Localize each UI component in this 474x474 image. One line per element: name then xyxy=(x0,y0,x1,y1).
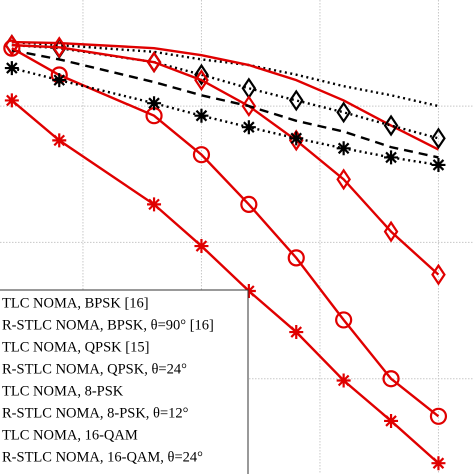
marker xyxy=(431,127,446,150)
legend-label: TLC NOMA, QPSK [15] xyxy=(2,339,149,355)
marker xyxy=(146,51,162,74)
marker xyxy=(194,239,209,254)
lines xyxy=(3,34,448,471)
legend-label: TLC NOMA, 16-QAM xyxy=(2,427,138,443)
marker xyxy=(431,263,446,286)
legend-box xyxy=(0,289,249,474)
marker xyxy=(289,131,304,146)
marker xyxy=(4,93,19,108)
series-line xyxy=(11,40,439,151)
legend-label: TLC NOMA, 8-PSK xyxy=(2,383,124,399)
marker xyxy=(194,63,209,86)
marker xyxy=(336,168,351,191)
marker xyxy=(382,370,400,388)
marker xyxy=(240,195,258,213)
marker xyxy=(383,114,399,137)
marker xyxy=(431,456,446,471)
marker xyxy=(194,69,209,92)
marker xyxy=(51,36,67,59)
marker xyxy=(4,61,19,76)
series-line xyxy=(11,49,439,159)
marker xyxy=(194,108,209,123)
marker xyxy=(335,311,353,329)
marker xyxy=(431,157,446,172)
legend-label: R-STLC NOMA, 16-QAM, θ=24° xyxy=(2,449,203,465)
marker xyxy=(147,96,162,111)
legend-label: TLC NOMA, BPSK [16] xyxy=(2,295,149,311)
marker xyxy=(336,141,351,156)
marker xyxy=(336,101,351,124)
marker xyxy=(289,325,304,340)
marker xyxy=(383,220,399,243)
marker xyxy=(384,150,399,165)
legend-label: R-STLC NOMA, BPSK, θ=90° [16] xyxy=(2,317,214,333)
marker xyxy=(147,197,162,212)
marker xyxy=(3,39,21,57)
marker xyxy=(384,413,399,428)
legend: TLC NOMA, BPSK [16] R-STLC NOMA, BPSK, θ=… xyxy=(0,289,249,474)
marker xyxy=(52,133,67,148)
marker xyxy=(241,95,257,118)
marker xyxy=(288,89,304,112)
marker xyxy=(429,407,448,425)
marker xyxy=(336,373,351,388)
marker xyxy=(192,146,211,164)
marker xyxy=(52,73,67,88)
marker xyxy=(241,284,256,299)
series-line xyxy=(11,47,440,418)
marker xyxy=(287,249,305,267)
legend-label: R-STLC NOMA, QPSK, θ=24° xyxy=(2,361,187,377)
marker xyxy=(241,120,256,135)
legend-label: R-STLC NOMA, 8-PSK, θ=12° xyxy=(2,405,189,421)
